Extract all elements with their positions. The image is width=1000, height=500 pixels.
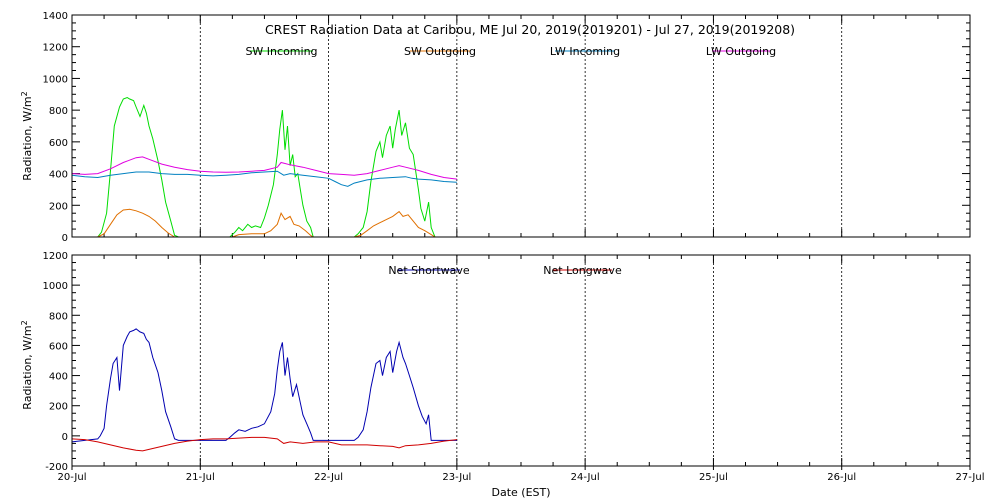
legend-label: SW Incoming [245,45,317,58]
series-line-net-shortwave [71,328,457,443]
plot-frame [71,254,971,467]
y-tick-label: 1200 [43,43,68,54]
y-tick-label: 1200 [43,251,68,262]
y-tick-label: 1000 [43,281,68,292]
y-tick-label: 1000 [43,74,68,85]
panel-top: 0 200 400 600 800 1000 1200 1400 Radiation, W/m2… [20,11,971,244]
x-tick-label: 25-Jul [699,472,728,483]
y-tick-label: 0 [62,432,68,443]
y-axis-title: Radiation, W/m2 [20,91,34,180]
x-tick-label: 21-Jul [186,472,215,483]
legend-label: LW Outgoing [706,45,776,58]
x-tick-label: 24-Jul [571,472,600,483]
x-tick-label: 20-Jul [58,472,87,483]
chart-title: CREST Radiation Data at Caribou, ME Jul … [265,22,795,37]
y-axis-title: Radiation, W/m2 [20,320,34,409]
y-tick-label: 800 [49,311,68,322]
x-tick-label: 22-Jul [314,472,343,483]
y-tick-label: -200 [45,462,68,473]
plot-frame [71,14,971,238]
series-line-lw-incoming [71,170,457,187]
legend-label: SW Outgoing [404,45,476,58]
x-tick-label: 27-Jul [956,472,985,483]
y-tick-label: 800 [49,106,68,117]
series-line-net-longwave [71,436,457,452]
y-tick-label: 400 [49,372,68,383]
panel-bottom: -200 0 200 400 600 800 1000 1200 20-Jul 21-Jul 22-… [20,251,984,499]
y-tick-label: 0 [62,233,68,244]
x-tick-label: 26-Jul [827,472,856,483]
series-line-sw-incoming [72,96,457,238]
y-tick-label: 200 [49,201,68,212]
series-line-sw-outgoing [72,208,457,238]
legend-label: Net Shortwave [388,264,470,277]
y-tick-label: 1400 [43,11,68,22]
legend-label: LW Incoming [550,45,620,58]
y-tick-label: 600 [49,341,68,352]
legend-label: Net Longwave [543,264,622,277]
y-tick-label: 400 [49,170,68,181]
series-line-lw-outgoing [71,156,457,180]
x-axis-title: Date (EST) [491,486,550,499]
x-tick-label: 23-Jul [442,472,471,483]
y-tick-label: 600 [49,138,68,149]
y-tick-label: 200 [49,402,68,413]
